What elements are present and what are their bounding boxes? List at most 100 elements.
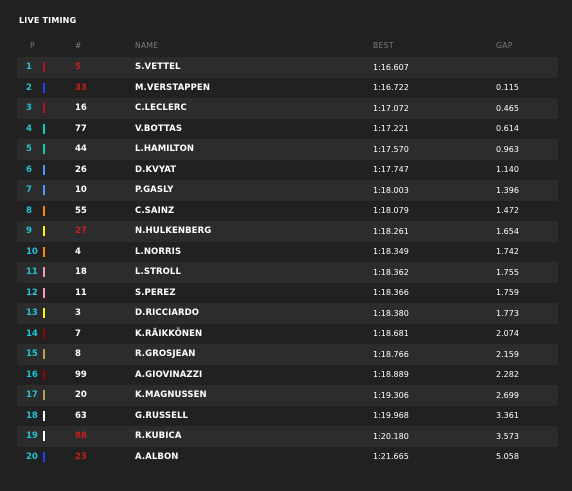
gap-cell: 0.465 [496, 103, 519, 113]
best-lap-cell: 1:18.261 [373, 226, 409, 236]
best-lap-cell: 1:17.072 [373, 103, 409, 113]
table-row[interactable]: 5 44 L.HAMILTON 1:17.570 0.963 [17, 139, 558, 160]
car-number-cell: 8 [75, 349, 81, 359]
gap-cell: 0.614 [496, 124, 519, 133]
team-color-bar [43, 185, 45, 195]
driver-name-cell: C.LECLERC [135, 103, 187, 113]
position-cell: 13 [26, 308, 38, 318]
best-lap-cell: 1:18.079 [373, 206, 409, 215]
car-number-cell: 3 [75, 308, 81, 318]
gap-cell: 0.115 [496, 83, 519, 92]
gap-cell: 1.140 [496, 165, 519, 174]
car-number-cell: 77 [75, 123, 87, 134]
car-number-cell: 16 [75, 103, 87, 113]
table-row[interactable]: 3 16 C.LECLERC 1:17.072 0.465 [17, 98, 558, 119]
table-row[interactable]: 1 5 S.VETTEL 1:16.607 [17, 57, 558, 78]
table-row[interactable]: 12 11 S.PEREZ 1:18.366 1.759 [17, 283, 558, 304]
best-lap-cell: 1:16.607 [373, 62, 409, 72]
car-number-cell: 23 [75, 451, 87, 462]
table-row[interactable]: 2 33 M.VERSTAPPEN 1:16.722 0.115 [17, 78, 558, 99]
table-row[interactable]: 10 4 L.NORRIS 1:18.349 1.742 [17, 242, 558, 263]
best-lap-cell: 1:16.722 [373, 83, 409, 92]
car-number-cell: 18 [75, 267, 87, 277]
team-color-bar [43, 451, 45, 462]
best-lap-cell: 1:19.306 [373, 390, 409, 400]
position-cell: 9 [26, 226, 32, 236]
driver-name-cell: D.RICCIARDO [135, 308, 200, 318]
car-number-cell: 99 [75, 369, 87, 380]
page-title: LIVE TIMING [19, 16, 77, 25]
gap-cell: 1.742 [496, 247, 519, 256]
gap-cell: 5.058 [496, 452, 519, 461]
position-cell: 8 [26, 205, 32, 216]
best-lap-cell: 1:21.665 [373, 452, 409, 461]
car-number-cell: 63 [75, 410, 87, 421]
best-lap-cell: 1:18.003 [373, 185, 409, 195]
gap-cell: 1.472 [496, 206, 519, 215]
team-color-bar [43, 349, 45, 359]
table-header: P # NAME BEST GAP [0, 41, 572, 53]
gap-cell: 3.361 [496, 411, 519, 420]
driver-name-cell: L.NORRIS [135, 246, 182, 257]
driver-name-cell: L.HAMILTON [135, 144, 195, 154]
table-row[interactable]: 13 3 D.RICCIARDO 1:18.380 1.773 [17, 303, 558, 324]
team-color-bar [43, 328, 45, 339]
table-row[interactable]: 4 77 V.BOTTAS 1:17.221 0.614 [17, 119, 558, 140]
best-lap-cell: 1:18.681 [373, 329, 409, 338]
table-row[interactable]: 20 23 A.ALBON 1:21.665 5.058 [17, 447, 558, 468]
driver-name-cell: D.KVYAT [135, 164, 177, 175]
team-color-bar [43, 431, 45, 441]
car-number-cell: 33 [75, 82, 87, 93]
gap-cell: 2.159 [496, 349, 519, 359]
header-number: # [75, 41, 82, 50]
table-row[interactable]: 18 63 G.RUSSELL 1:19.968 3.361 [17, 406, 558, 427]
header-name: NAME [135, 41, 159, 50]
header-best: BEST [373, 41, 394, 50]
car-number-cell: 4 [75, 246, 81, 257]
best-lap-cell: 1:18.766 [373, 349, 409, 359]
table-row[interactable]: 7 10 P.GASLY 1:18.003 1.396 [17, 180, 558, 201]
gap-cell: 2.074 [496, 329, 519, 338]
position-cell: 2 [26, 82, 32, 93]
table-row[interactable]: 6 26 D.KVYAT 1:17.747 1.140 [17, 160, 558, 181]
gap-cell: 1.755 [496, 267, 519, 277]
best-lap-cell: 1:19.968 [373, 411, 409, 420]
gap-cell: 1.759 [496, 288, 519, 297]
car-number-cell: 88 [75, 431, 87, 441]
car-number-cell: 11 [75, 287, 87, 298]
team-color-bar [43, 287, 45, 298]
driver-name-cell: N.HULKENBERG [135, 226, 212, 236]
best-lap-cell: 1:18.362 [373, 267, 409, 277]
table-row[interactable]: 14 7 K.RÄIKKÖNEN 1:18.681 2.074 [17, 324, 558, 345]
table-row[interactable]: 9 27 N.HULKENBERG 1:18.261 1.654 [17, 221, 558, 242]
position-cell: 10 [26, 246, 38, 257]
car-number-cell: 55 [75, 205, 87, 216]
team-color-bar [43, 82, 45, 93]
table-row[interactable]: 17 20 K.MAGNUSSEN 1:19.306 2.699 [17, 385, 558, 406]
team-color-bar [43, 123, 45, 134]
position-cell: 3 [26, 103, 32, 113]
team-color-bar [43, 62, 45, 72]
driver-name-cell: A.GIOVINAZZI [135, 369, 203, 380]
position-cell: 5 [26, 144, 32, 154]
position-cell: 14 [26, 328, 38, 339]
car-number-cell: 7 [75, 328, 81, 339]
table-row[interactable]: 11 18 L.STROLL 1:18.362 1.755 [17, 262, 558, 283]
team-color-bar [43, 308, 45, 318]
driver-name-cell: K.MAGNUSSEN [135, 390, 207, 400]
table-row[interactable]: 19 88 R.KUBICA 1:20.180 3.573 [17, 426, 558, 447]
table-row[interactable]: 8 55 C.SAINZ 1:18.079 1.472 [17, 201, 558, 222]
position-cell: 20 [26, 451, 38, 462]
gap-cell: 1.773 [496, 308, 519, 318]
table-row[interactable]: 16 99 A.GIOVINAZZI 1:18.889 2.282 [17, 365, 558, 386]
car-number-cell: 5 [75, 62, 81, 72]
table-row[interactable]: 15 8 R.GROSJEAN 1:18.766 2.159 [17, 344, 558, 365]
team-color-bar [43, 103, 45, 113]
header-position: P [30, 41, 35, 50]
best-lap-cell: 1:18.889 [373, 370, 409, 379]
best-lap-cell: 1:17.221 [373, 124, 409, 133]
best-lap-cell: 1:17.570 [373, 144, 409, 154]
car-number-cell: 26 [75, 164, 87, 175]
driver-name-cell: K.RÄIKKÖNEN [135, 328, 203, 339]
gap-cell: 1.396 [496, 185, 519, 195]
